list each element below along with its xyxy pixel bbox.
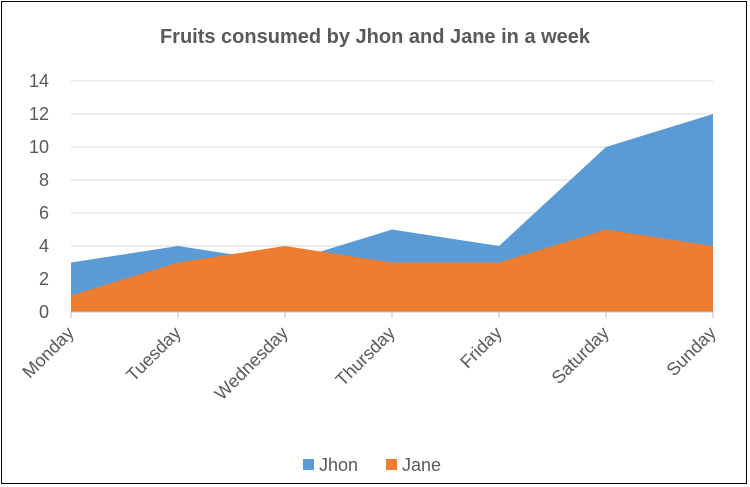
y-tick-label: 0 <box>39 302 49 322</box>
legend-label: Jhon <box>319 455 358 475</box>
legend-swatch <box>303 459 314 470</box>
x-axis-tick-labels: Monday Tuesday Wednesday Thursday Friday Satu… <box>18 323 719 404</box>
legend-label: Jane <box>402 455 441 475</box>
y-tick-label: 14 <box>29 71 49 91</box>
x-tick-label: Friday <box>456 323 506 373</box>
x-tick-label: Tuesday <box>122 323 184 385</box>
x-tick-label: Sunday <box>663 323 720 380</box>
legend-item-jhon: Jhon <box>303 455 358 475</box>
legend-swatch <box>386 459 397 470</box>
y-tick-label: 4 <box>39 236 49 256</box>
x-axis <box>70 311 714 318</box>
y-axis-tick-labels: 0 2 4 6 8 10 12 14 <box>29 71 49 322</box>
area-series <box>71 114 713 312</box>
x-tick-label: Thursday <box>332 323 399 390</box>
y-tick-label: 8 <box>39 170 49 190</box>
chart-title: Fruits consumed by Jhon and Jane in a we… <box>159 26 591 48</box>
y-tick-label: 12 <box>29 104 49 124</box>
x-tick-label: Saturday <box>548 323 613 388</box>
x-tick-label: Monday <box>18 323 77 382</box>
area-jane <box>71 229 713 312</box>
y-tick-label: 2 <box>39 269 49 289</box>
legend-item-jane: Jane <box>386 455 441 475</box>
x-tick-label: Wednesday <box>211 323 292 404</box>
legend: Jhon Jane <box>303 455 441 475</box>
y-tick-label: 6 <box>39 203 49 223</box>
y-tick-label: 10 <box>29 137 49 157</box>
